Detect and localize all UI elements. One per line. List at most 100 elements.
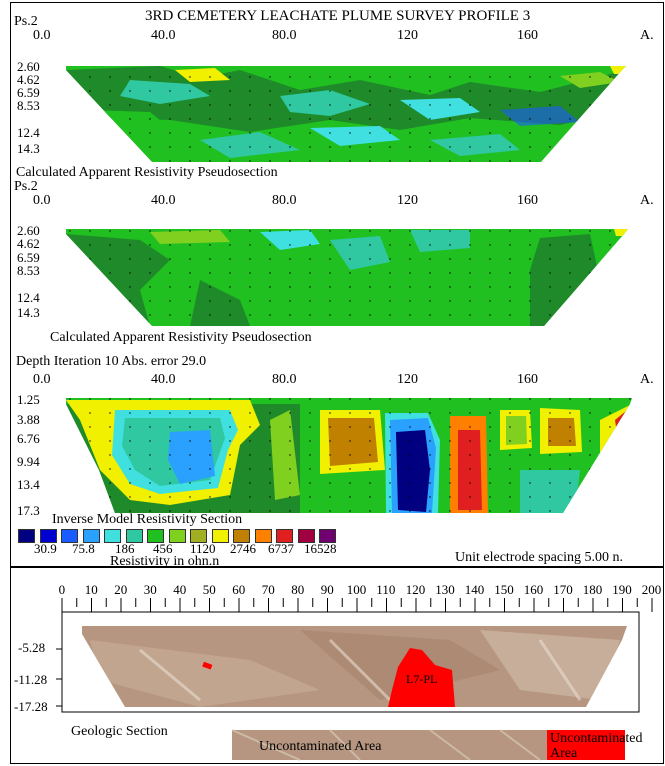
- legend-value-3: 456: [153, 541, 173, 556]
- geo-xtick-label: 180: [582, 582, 603, 597]
- figure-frame: [10, 2, 664, 764]
- legend-swatch: [276, 529, 293, 543]
- panel2-xtick-5: A.: [640, 193, 654, 208]
- legend-swatch: [190, 529, 207, 543]
- pseudosection-1: [66, 66, 626, 162]
- geo-xtick-label: 150: [494, 582, 514, 597]
- legend-swatch: [233, 529, 250, 543]
- panel3-depth-0: 1.25: [17, 392, 40, 407]
- geologic-x-axis: [61, 598, 653, 612]
- legend-value-4: 1120: [190, 541, 216, 556]
- legend-uncontaminated-label: Uncontaminated Area: [259, 739, 382, 754]
- panel3-depth-5: 17.3: [17, 503, 40, 518]
- panel3-tag: Depth Iteration 10 Abs. error 29.0: [16, 354, 207, 369]
- geo-xtick-label: 130: [435, 582, 455, 597]
- legend-value-2: 186: [115, 541, 135, 556]
- contaminated-swatch: [547, 730, 625, 760]
- panel2-xtick-1: 40.0: [151, 193, 176, 208]
- uncontaminated-swatch: [232, 730, 547, 760]
- panel3-xtick-4: 160: [517, 372, 538, 387]
- geo-xtick-label: 100: [346, 582, 367, 597]
- spacing-note: Unit electrode spacing 5.00 n.: [455, 550, 623, 565]
- geo-xtick-label: 110: [376, 582, 396, 597]
- geo-xtick-label: 60: [232, 582, 246, 597]
- legend-swatch: [147, 529, 164, 543]
- legend-units: Resistivity in ohn.n: [110, 554, 220, 569]
- legend-swatch: [82, 529, 100, 543]
- geo-xtick-label: 0: [58, 582, 66, 597]
- geo-xtick-label: 80: [291, 582, 305, 597]
- legend-swatch: [104, 529, 121, 543]
- panel1-depth-5: 14.3: [17, 141, 40, 156]
- geologic-frame: [61, 611, 640, 713]
- panel1-caption: Calculated Apparent Resistivity Pseudose…: [16, 165, 278, 180]
- panel2-depth-2: 6.59: [17, 250, 40, 265]
- legend-swatch: [18, 529, 35, 543]
- panel3-xtick-2: 80.0: [272, 372, 297, 387]
- geo-xtick-label: 50: [202, 582, 216, 597]
- legend-swatch: [254, 529, 272, 543]
- panel1-xtick-2: 80.0: [272, 28, 297, 43]
- panel1-xtick-3: 120: [397, 28, 418, 43]
- panel1-tag: Ps.2: [14, 14, 38, 29]
- geo-xtick-label: 30: [143, 582, 157, 597]
- legend-value-7: 16528: [304, 541, 337, 556]
- panel1-xtick-1: 40.0: [151, 28, 176, 43]
- legend-swatch: [319, 529, 336, 543]
- geologic-section: [82, 626, 627, 707]
- legend-value-6: 6737: [268, 541, 294, 556]
- geo-xtick-label: 140: [464, 582, 485, 597]
- legend-swatch: [61, 529, 78, 543]
- panel3-xtick-3: 120: [397, 372, 418, 387]
- panel3-xtick-5: A.: [640, 372, 654, 387]
- section-divider: [10, 566, 664, 568]
- legend-swatch: [125, 529, 143, 543]
- geo-xtick-label: 200: [641, 582, 662, 597]
- geo-depth-0: -5.28: [18, 640, 46, 655]
- panel3-depth-3: 9.94: [17, 454, 40, 469]
- panel2-xtick-3: 120: [397, 193, 418, 208]
- geo-xtick-label: 10: [84, 582, 98, 597]
- panel1-xtick-5: A.: [640, 28, 654, 43]
- geo-xtick-label: 190: [612, 582, 632, 597]
- legend-value-5: 2746: [230, 541, 256, 556]
- legend-swatch: [168, 529, 186, 543]
- figure-title: 3RD CEMETERY LEACHATE PLUME SURVEY PROFI…: [145, 8, 531, 24]
- panel3-xtick-0: 0.0: [33, 372, 51, 387]
- panel3-xtick-1: 40.0: [151, 372, 176, 387]
- geologic-caption: Geologic Section: [71, 724, 168, 739]
- panel2-depth-5: 14.3: [17, 305, 40, 320]
- panel2-depth-0: 2.60: [17, 223, 40, 238]
- geo-xtick-label: 40: [173, 582, 187, 597]
- legend-contaminated-label: Uncontaminated Area: [550, 731, 643, 761]
- leachate-plume: [388, 648, 455, 707]
- geo-xtick-label: 120: [405, 582, 426, 597]
- panel1-depth-1: 4.62: [17, 72, 40, 87]
- geo-depth-2: -17.28: [14, 699, 48, 714]
- panel2-xtick-0: 0.0: [33, 193, 51, 208]
- panel1-depth-4: 12.4: [17, 125, 40, 140]
- geo-xtick-label: 90: [320, 582, 334, 597]
- geo-depth-1: -11.28: [14, 672, 48, 687]
- legend-swatch: [211, 529, 229, 543]
- geo-xtick-label: 20: [114, 582, 128, 597]
- legend-swatch: [39, 529, 57, 543]
- panel3-caption: Inverse Model Resistivity Section: [52, 512, 243, 527]
- panel2-caption: Calculated Apparent Resistivity Pseudose…: [50, 330, 312, 345]
- legend-swatch: [297, 529, 315, 543]
- legend-value-0: 30.9: [34, 541, 57, 556]
- panel2-depth-4: 12.4: [17, 290, 40, 305]
- geo-xtick-label: 70: [261, 582, 275, 597]
- panel2-xtick-2: 80.0: [272, 193, 297, 208]
- legend-value-1: 75.8: [72, 541, 95, 556]
- panel1-depth-3: 8.53: [17, 98, 40, 113]
- geo-xtick-label: 160: [523, 582, 544, 597]
- panel3-depth-1: 3.88: [17, 412, 40, 427]
- panel1-xtick-0: 0.0: [33, 28, 51, 43]
- plume-label: L7-PL: [406, 672, 438, 686]
- panel2-xtick-4: 160: [517, 193, 538, 208]
- panel3-depth-2: 6.76: [17, 431, 40, 446]
- panel2-depth-3: 8.53: [17, 263, 40, 278]
- panel2-tag: Ps.2: [14, 179, 38, 194]
